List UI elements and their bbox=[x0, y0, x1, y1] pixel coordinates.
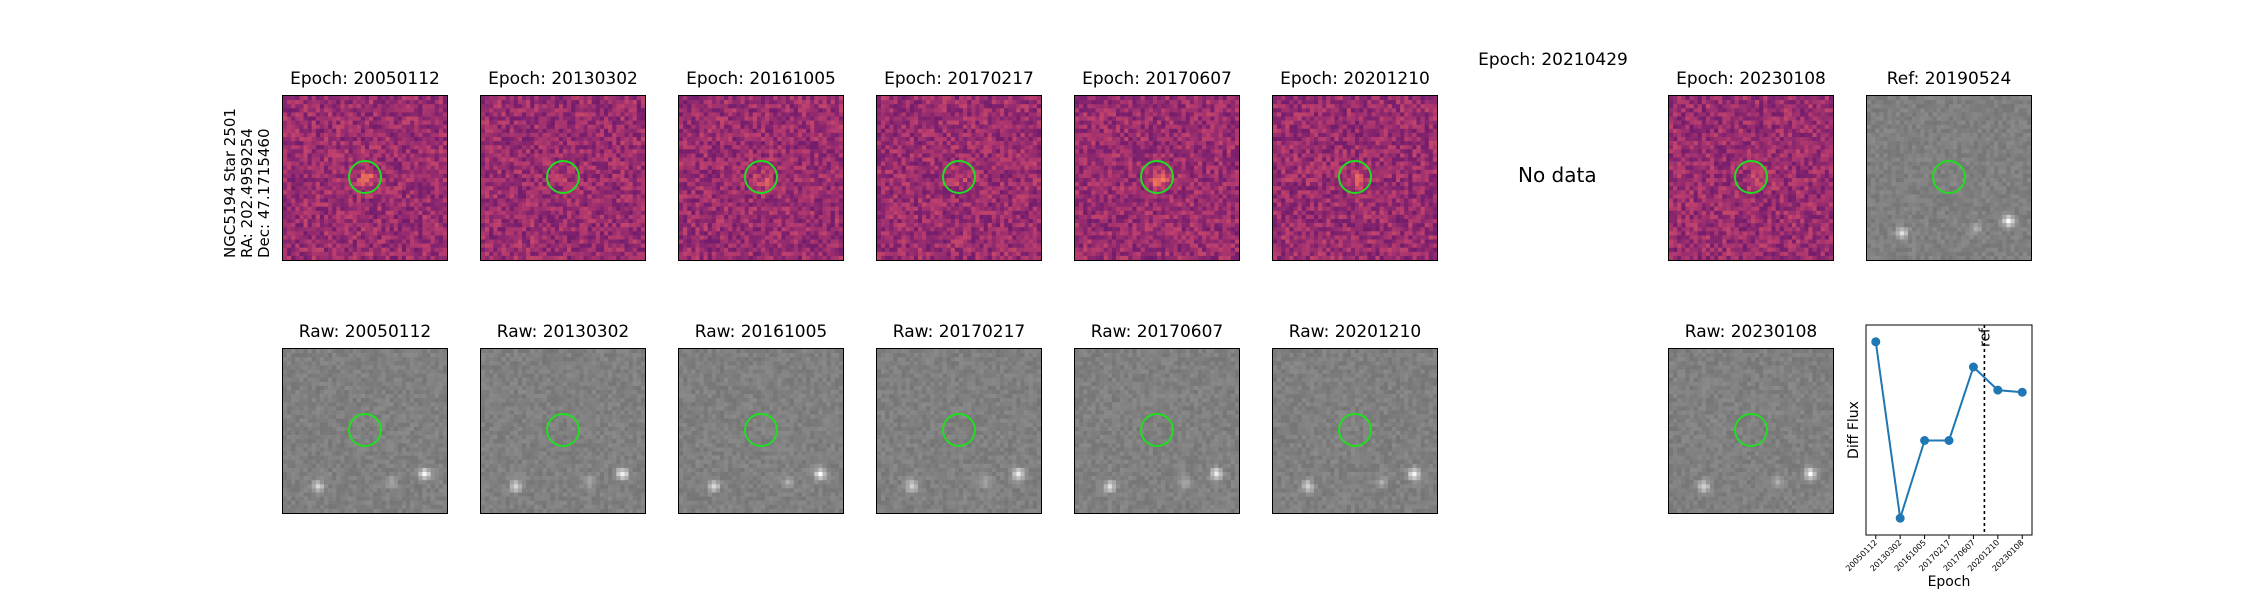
diff-panel bbox=[678, 95, 844, 261]
data-point bbox=[1993, 386, 2002, 395]
raw-image bbox=[283, 349, 447, 513]
raw-image bbox=[1075, 349, 1239, 513]
raw-panel-title: Raw: 20201210 bbox=[1232, 322, 1478, 342]
raw-image bbox=[877, 349, 1041, 513]
diff-panel-title: Epoch: 20210429 bbox=[1430, 50, 1676, 70]
difference-image bbox=[877, 96, 1041, 260]
raw-panel bbox=[480, 348, 646, 514]
diff-flux-lightcurve: ref 20050112 20130302 20161005 20170217 20170… bbox=[1840, 320, 2050, 594]
difference-image bbox=[481, 96, 645, 260]
diff-panel-title: Epoch: 20201210 bbox=[1232, 69, 1478, 89]
raw-panel bbox=[876, 348, 1042, 514]
diff-panel bbox=[1668, 95, 1834, 261]
raw-image bbox=[481, 349, 645, 513]
no-data-label: No data bbox=[1518, 163, 1597, 187]
ref-line-label: ref bbox=[1977, 327, 1993, 347]
data-point bbox=[1969, 363, 1978, 372]
raw-image bbox=[1273, 349, 1437, 513]
ref-panel-title: Ref: 20190524 bbox=[1826, 69, 2072, 89]
raw-panel bbox=[678, 348, 844, 514]
raw-panel bbox=[1074, 348, 1240, 514]
diff-panel bbox=[282, 95, 448, 261]
raw-panel bbox=[1668, 348, 1834, 514]
raw-panel bbox=[282, 348, 448, 514]
data-point bbox=[2018, 388, 2027, 397]
difference-image bbox=[679, 96, 843, 260]
ref-panel bbox=[1866, 95, 2032, 261]
object-label: NGC5194 Star 2501 RA: 202.4959254 Dec: 4… bbox=[222, 108, 273, 258]
diff-panel bbox=[876, 95, 1042, 261]
diff-panel bbox=[1074, 95, 1240, 261]
diff-panel bbox=[480, 95, 646, 261]
difference-image bbox=[1273, 96, 1437, 260]
raw-image bbox=[1669, 349, 1833, 513]
data-point bbox=[1945, 436, 1954, 445]
object-name: NGC5194 Star 2501 bbox=[222, 108, 239, 258]
raw-image bbox=[1867, 96, 2031, 260]
y-axis-label: Diff Flux bbox=[1846, 401, 1862, 459]
raw-panel-title: Raw: 20230108 bbox=[1628, 322, 1874, 342]
raw-image bbox=[679, 349, 843, 513]
plot-frame bbox=[1866, 325, 2032, 535]
lightcurve-svg: ref2005011220130302201610052017021720170… bbox=[1840, 320, 2050, 590]
raw-panel bbox=[1272, 348, 1438, 514]
diff-panel bbox=[1272, 95, 1438, 261]
data-point bbox=[1920, 436, 1929, 445]
object-ra: RA: 202.4959254 bbox=[239, 108, 256, 258]
difference-image bbox=[1669, 96, 1833, 260]
series-line bbox=[1876, 342, 2022, 518]
difference-image bbox=[1075, 96, 1239, 260]
x-axis-label: Epoch bbox=[1928, 574, 1971, 590]
difference-image bbox=[283, 96, 447, 260]
object-dec: Dec: 47.1715460 bbox=[256, 108, 273, 258]
data-point bbox=[1871, 337, 1880, 346]
data-point bbox=[1896, 514, 1905, 523]
